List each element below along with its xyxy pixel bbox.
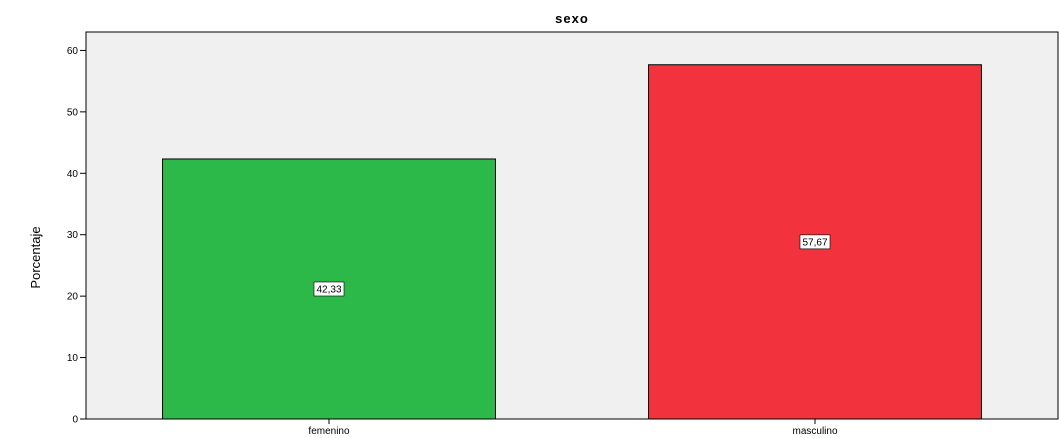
- data-label-box: [799, 234, 831, 250]
- data-label-box: [313, 281, 345, 297]
- y-axis-ticks: 0 10 20 30 40 50 60: [67, 46, 86, 426]
- data-label-masculino: 57,67: [802, 237, 827, 248]
- y-axis-label: Porcentaje: [28, 226, 43, 288]
- y-tick-label: 40: [67, 169, 79, 180]
- y-tick-label: 0: [72, 415, 78, 426]
- x-axis-categories: femenino masculino: [308, 419, 838, 437]
- x-category-label-femenino: femenino: [308, 426, 350, 437]
- x-category-label-masculino: masculino: [792, 426, 837, 437]
- y-tick-label: 50: [67, 107, 79, 118]
- bars-layer: 42,33 57,67: [162, 64, 982, 420]
- y-tick-label: 20: [67, 292, 79, 303]
- data-label-femenino: 42,33: [316, 284, 341, 295]
- chart-title: sexo: [555, 11, 589, 26]
- y-tick-label: 30: [67, 230, 79, 241]
- y-tick-label: 60: [67, 46, 79, 57]
- y-tick-label: 10: [67, 353, 79, 364]
